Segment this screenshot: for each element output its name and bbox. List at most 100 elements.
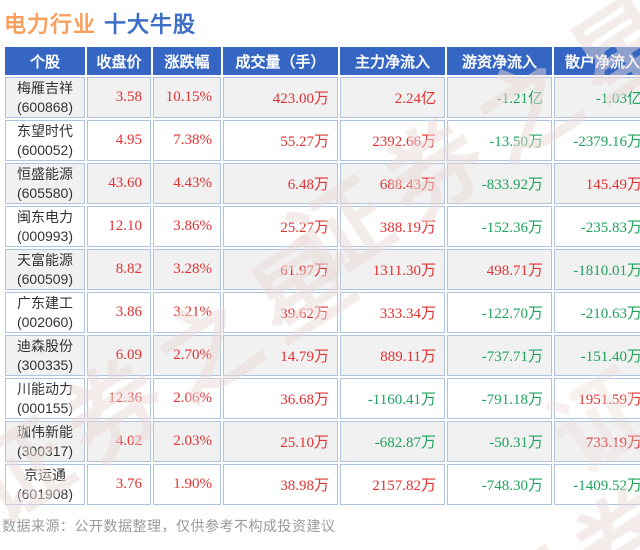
stock-code: (601908) bbox=[16, 485, 74, 502]
close-price-cell: 3.86 bbox=[87, 292, 151, 333]
stock-table: 个股 收盘价 涨跌幅 成交量（手） 主力净流入 游资净流入 散户净流入 梅雁吉祥… bbox=[3, 45, 640, 507]
main-inflow-cell: 1311.30万 bbox=[340, 249, 445, 290]
change-pct-cell: 4.43% bbox=[153, 163, 221, 204]
close-price-cell: 43.60 bbox=[87, 163, 151, 204]
table-row: 闽东电力 (000993) 12.10 3.86% 25.27万 388.19万 -152.… bbox=[5, 206, 640, 247]
stock-name: 天富能源 bbox=[17, 252, 73, 269]
close-price-cell: 12.36 bbox=[87, 378, 151, 419]
hotmoney-inflow-cell: -1.21亿 bbox=[447, 77, 552, 118]
stock-name: 东望时代 bbox=[17, 123, 73, 140]
close-price-cell: 12.10 bbox=[87, 206, 151, 247]
stock-code: (300335) bbox=[16, 356, 74, 373]
main-inflow-cell: 688.43万 bbox=[340, 163, 445, 204]
change-pct-cell: 3.21% bbox=[153, 292, 221, 333]
stock-code: (300317) bbox=[16, 442, 74, 459]
volume-cell: 423.00万 bbox=[223, 77, 338, 118]
change-pct-cell: 2.06% bbox=[153, 378, 221, 419]
main-inflow-cell: -682.87万 bbox=[340, 421, 445, 462]
data-source-footer: 数据来源：公开数据整理，仅供参考不构成投资建议 bbox=[2, 518, 336, 534]
title-industry: 电力行业 bbox=[4, 12, 97, 37]
title-suffix: 十大牛股 bbox=[104, 12, 197, 37]
hotmoney-inflow-cell: -122.70万 bbox=[447, 292, 552, 333]
close-price-cell: 8.82 bbox=[87, 249, 151, 290]
change-pct-cell: 3.28% bbox=[153, 249, 221, 290]
col-header-stock: 个股 bbox=[5, 47, 85, 75]
main-inflow-cell: 2392.66万 bbox=[340, 120, 445, 161]
change-pct-cell: 2.03% bbox=[153, 421, 221, 462]
stock-code: (000993) bbox=[16, 227, 74, 244]
col-header-volume: 成交量（手） bbox=[223, 47, 338, 75]
volume-cell: 14.79万 bbox=[223, 335, 338, 376]
retail-inflow-cell: -235.83万 bbox=[554, 206, 640, 247]
main-inflow-cell: 2.24亿 bbox=[340, 77, 445, 118]
stock-cell: 京运通 (601908) bbox=[5, 464, 85, 505]
stock-cell: 东望时代 (600052) bbox=[5, 120, 85, 161]
stock-code: (600052) bbox=[16, 141, 74, 158]
retail-inflow-cell: -1.03亿 bbox=[554, 77, 640, 118]
header-row: 个股 收盘价 涨跌幅 成交量（手） 主力净流入 游资净流入 散户净流入 bbox=[5, 47, 640, 75]
table-row: 天富能源 (600509) 8.82 3.28% 61.97万 1311.30万 498.7… bbox=[5, 249, 640, 290]
stock-name: 恒盛能源 bbox=[17, 166, 73, 183]
change-pct-cell: 1.90% bbox=[153, 464, 221, 505]
table-row: 川能动力 (000155) 12.36 2.06% 36.68万 -1160.41万 -79… bbox=[5, 378, 640, 419]
retail-inflow-cell: -210.63万 bbox=[554, 292, 640, 333]
main-inflow-cell: 333.34万 bbox=[340, 292, 445, 333]
stock-name: 梅雁吉祥 bbox=[17, 80, 73, 97]
hotmoney-inflow-cell: -737.71万 bbox=[447, 335, 552, 376]
change-pct-cell: 7.38% bbox=[153, 120, 221, 161]
retail-inflow-cell: -1409.52万 bbox=[554, 464, 640, 505]
table-row: 迪森股份 (300335) 6.09 2.70% 14.79万 889.11万 -737.7… bbox=[5, 335, 640, 376]
stock-code: (600509) bbox=[16, 270, 74, 287]
table-row: 恒盛能源 (605580) 43.60 4.43% 6.48万 688.43万 -833.9… bbox=[5, 163, 640, 204]
stock-cell: 闽东电力 (000993) bbox=[5, 206, 85, 247]
retail-inflow-cell: 733.19万 bbox=[554, 421, 640, 462]
volume-cell: 61.97万 bbox=[223, 249, 338, 290]
stock-name: 闽东电力 bbox=[17, 209, 73, 226]
col-header-change: 涨跌幅 bbox=[153, 47, 221, 75]
table-row: 京运通 (601908) 3.76 1.90% 38.98万 2157.82万 -748.3… bbox=[5, 464, 640, 505]
stock-code: (605580) bbox=[16, 184, 74, 201]
close-price-cell: 6.09 bbox=[87, 335, 151, 376]
retail-inflow-cell: -1810.01万 bbox=[554, 249, 640, 290]
close-price-cell: 3.58 bbox=[87, 77, 151, 118]
col-header-main-inflow: 主力净流入 bbox=[340, 47, 445, 75]
table-row: 珈伟新能 (300317) 4.02 2.03% 25.10万 -682.87万 -50.3… bbox=[5, 421, 640, 462]
stock-cell: 珈伟新能 (300317) bbox=[5, 421, 85, 462]
volume-cell: 25.27万 bbox=[223, 206, 338, 247]
volume-cell: 55.27万 bbox=[223, 120, 338, 161]
hotmoney-inflow-cell: -748.30万 bbox=[447, 464, 552, 505]
page-title: 电力行业 十大牛股 bbox=[0, 0, 640, 45]
hotmoney-inflow-cell: -13.50万 bbox=[447, 120, 552, 161]
stock-code: (600868) bbox=[16, 98, 74, 115]
stock-cell: 恒盛能源 (605580) bbox=[5, 163, 85, 204]
stock-cell: 梅雁吉祥 (600868) bbox=[5, 77, 85, 118]
col-header-close: 收盘价 bbox=[87, 47, 151, 75]
stock-name: 京运通 bbox=[24, 467, 66, 484]
col-header-retail-inflow: 散户净流入 bbox=[554, 47, 640, 75]
main-inflow-cell: 889.11万 bbox=[340, 335, 445, 376]
retail-inflow-cell: -2379.16万 bbox=[554, 120, 640, 161]
table-row: 梅雁吉祥 (600868) 3.58 10.15% 423.00万 2.24亿 -1.21亿… bbox=[5, 77, 640, 118]
hotmoney-inflow-cell: -152.36万 bbox=[447, 206, 552, 247]
table-row: 东望时代 (600052) 4.95 7.38% 55.27万 2392.66万 -13.5… bbox=[5, 120, 640, 161]
close-price-cell: 4.02 bbox=[87, 421, 151, 462]
stock-code: (002060) bbox=[16, 313, 74, 330]
retail-inflow-cell: 145.49万 bbox=[554, 163, 640, 204]
main-inflow-cell: 2157.82万 bbox=[340, 464, 445, 505]
change-pct-cell: 2.70% bbox=[153, 335, 221, 376]
volume-cell: 39.62万 bbox=[223, 292, 338, 333]
volume-cell: 38.98万 bbox=[223, 464, 338, 505]
volume-cell: 6.48万 bbox=[223, 163, 338, 204]
stock-name: 广东建工 bbox=[17, 295, 73, 312]
close-price-cell: 4.95 bbox=[87, 120, 151, 161]
stock-cell: 川能动力 (000155) bbox=[5, 378, 85, 419]
hotmoney-inflow-cell: -833.92万 bbox=[447, 163, 552, 204]
change-pct-cell: 10.15% bbox=[153, 77, 221, 118]
table-row: 广东建工 (002060) 3.86 3.21% 39.62万 333.34万 -122.7… bbox=[5, 292, 640, 333]
volume-cell: 36.68万 bbox=[223, 378, 338, 419]
retail-inflow-cell: -151.40万 bbox=[554, 335, 640, 376]
volume-cell: 25.10万 bbox=[223, 421, 338, 462]
col-header-hotmoney-inflow: 游资净流入 bbox=[447, 47, 552, 75]
stock-name: 川能动力 bbox=[17, 381, 73, 398]
table-body: 梅雁吉祥 (600868) 3.58 10.15% 423.00万 2.24亿 -1.21亿… bbox=[5, 77, 640, 505]
